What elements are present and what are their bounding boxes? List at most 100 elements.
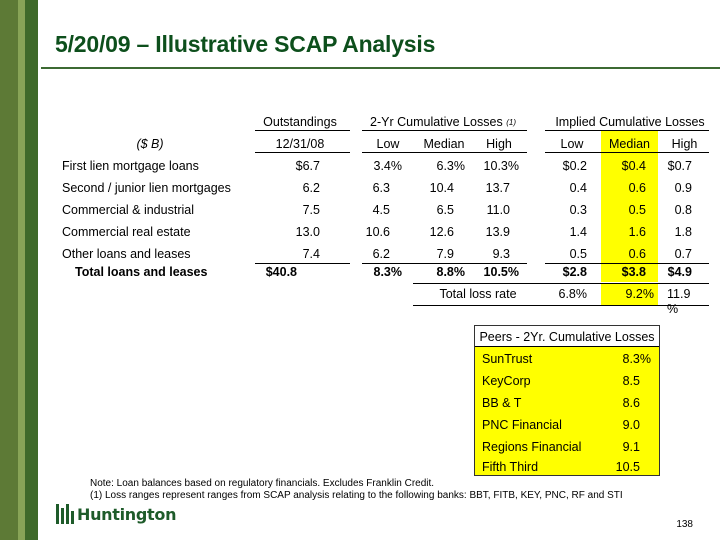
rule-sub-2yr [362,152,527,153]
footnote-marker: (1) [506,118,516,127]
row-median: 12.6 [429,225,454,239]
peer-name: SunTrust [482,352,533,366]
total-low: 8.3% [373,265,403,279]
row-implied-high: $0.7 [667,159,692,173]
header-implied-low: Low [560,137,584,151]
row-high: 13.7 [485,181,510,195]
peers-title: Peers - 2Yr. Cumulative Losses [479,330,655,344]
total-label: Total loans and leases [75,265,208,279]
page-title: 5/20/09 – Illustrative SCAP Analysis [55,31,436,57]
peers-table: Peers - 2Yr. Cumulative Losses SunTrust … [474,325,660,476]
loss-rate-label: Total loss rate [439,287,517,301]
peer-value: 9.1 [622,440,640,454]
row-low: 10.6 [365,225,390,239]
peer-name: PNC Financial [482,418,562,432]
rule-under-loss-rate [413,305,709,306]
row-high: 13.9 [485,225,510,239]
row-low: 4.5 [372,203,390,217]
median-highlight [601,130,658,282]
row-implied-median: 0.6 [628,247,646,261]
row-implied-low: 1.4 [569,225,587,239]
header-implied-high: High [671,137,698,151]
peer-value: 8.6 [622,396,640,410]
header-implied-median: Median [609,137,650,151]
row-label: Commercial real estate [62,225,191,239]
total-implied-high: $4.9 [667,265,692,279]
header-2yr-losses-text: 2-Yr Cumulative Losses [370,115,503,129]
peer-name: BB & T [482,396,522,410]
row-high: 11.0 [486,203,510,217]
peers-header-bg [475,326,659,347]
row-implied-median: $0.4 [621,159,646,173]
peer-value: 8.3% [622,352,652,366]
total-implied-low: $2.8 [562,265,587,279]
row-outstanding: 6.2 [302,181,320,195]
units-label: ($ B) [136,137,164,151]
row-low: 3.4% [373,159,403,173]
row-implied-low: 0.3 [569,203,587,217]
total-high: 10.5% [483,265,519,279]
header-median: Median [423,137,465,151]
row-outstanding: 13.0 [295,225,320,239]
peer-value: 10.5 [615,460,640,474]
loss-rate-median: 9.2% [625,287,655,301]
huntington-mark-icon [56,504,74,524]
row-low: 6.2 [372,247,390,261]
header-date: 12/31/08 [275,137,325,151]
logo-text: Huntington [77,504,177,524]
row-implied-low: 0.5 [569,247,587,261]
page-number: 138 [676,519,693,530]
peer-name: Fifth Third [482,460,539,474]
huntington-logo: Huntington [56,503,176,525]
peer-name: KeyCorp [482,374,531,388]
rule-total-2yr [362,263,527,264]
row-median: 7.9 [436,247,454,261]
peer-value: 9.0 [622,418,640,432]
row-label: First lien mortgage loans [62,159,199,173]
row-median: 6.5 [436,203,454,217]
header-high: High [486,137,512,151]
row-outstanding: 7.4 [302,247,320,261]
row-implied-median: 0.6 [628,181,646,195]
row-median: 6.3% [436,159,466,173]
note-loss-ranges: (1) Loss ranges represent ranges from SC… [90,490,623,501]
header-outstandings: Outstandings [263,115,337,129]
rule-total-outstandings [255,263,350,264]
side-stripe [0,0,38,540]
row-implied-median: 1.6 [628,225,646,239]
loss-rate-high-line1: 11.9 [667,287,691,301]
row-outstanding: 7.5 [302,203,320,217]
row-high: 9.3 [492,247,510,261]
total-implied-median: $3.8 [621,265,646,279]
row-median: 10.4 [429,181,454,195]
rule-sub-outstandings [255,152,350,153]
header-implied-losses: Implied Cumulative Losses [555,115,705,129]
note-loan-balances: Note: Loan balances based on regulatory … [90,478,435,489]
row-implied-high: 0.9 [674,181,692,195]
rule-outstandings [255,130,350,131]
header-2yr-losses: 2-Yr Cumulative Losses (1) [358,115,528,130]
loss-rate-median-highlight [601,284,658,306]
title-rule [41,67,720,69]
rule-total-implied [545,263,709,264]
loss-rate-high-line2: % [667,302,679,316]
header-low: Low [376,137,400,151]
rule-sub-implied [545,152,709,153]
peer-name: Regions Financial [482,440,582,454]
rule-implied [545,130,709,131]
peer-value: 8.5 [622,374,640,388]
total-outstanding: $40.8 [265,265,297,279]
total-median: 8.8% [436,265,466,279]
rule-2yr [362,130,527,131]
row-high: 10.3% [483,159,519,173]
row-implied-low: 0.4 [569,181,587,195]
row-label: Other loans and leases [62,247,191,261]
row-outstanding: $6.7 [295,159,320,173]
row-implied-high: 0.8 [674,203,692,217]
row-implied-high: 1.8 [674,225,692,239]
row-implied-high: 0.7 [674,247,692,261]
loss-rate-low: 6.8% [558,287,588,301]
rule-under-total [413,283,709,284]
row-label: Second / junior lien mortgages [62,181,231,195]
row-implied-low: $0.2 [562,159,587,173]
